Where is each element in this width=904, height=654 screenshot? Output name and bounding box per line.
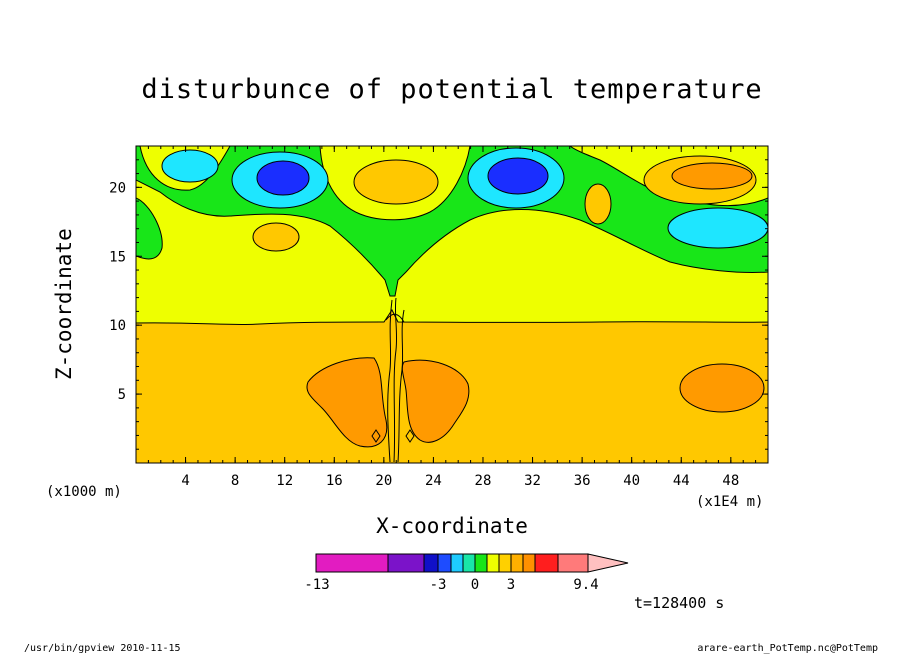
x-tick-label: 8: [231, 473, 239, 489]
field-orange-blob-2: [252, 222, 300, 252]
field-cyan-blob-1: [161, 149, 219, 183]
y-tick-label: 15: [109, 249, 126, 265]
colorbar-tick-label: 9.4: [573, 577, 599, 593]
x-tick-label: 28: [475, 473, 492, 489]
y-tick-label: 5: [118, 387, 126, 403]
colorbar-segment: [437, 553, 452, 573]
colorbar-segment: [534, 553, 559, 573]
field-blue-core-2: [487, 157, 549, 195]
x-tick-label: 48: [722, 473, 739, 489]
field-dark-orange-lobe-far-right: [679, 363, 765, 413]
x-tick-label: 12: [276, 473, 293, 489]
chart-title: disturbunce of potential temperature: [141, 74, 763, 105]
y-tick-label: 20: [109, 180, 126, 196]
colorbar-tick-label: -3: [429, 577, 447, 593]
x-unit-right: (x1E4 m): [696, 494, 764, 510]
footer-left: /usr/bin/gpview 2010-11-15: [24, 643, 181, 654]
field-orange-blob-1: [353, 159, 439, 205]
x-tick-label: 24: [425, 473, 442, 489]
colorbar-segment: [315, 553, 389, 573]
colorbar-segment: [462, 553, 476, 573]
field-green-left: [136, 197, 163, 260]
field-cyan-blob-4: [667, 207, 768, 249]
colorbar-tick-label: -13: [304, 577, 330, 593]
x-axis-label: X-coordinate: [376, 514, 528, 538]
colorbar: [315, 553, 629, 573]
heatmap-field: [136, 146, 768, 463]
x-tick-label: 16: [326, 473, 343, 489]
x-tick-label: 20: [375, 473, 392, 489]
y-ticks: 5 10 15 20: [109, 159, 768, 450]
field-blue-core-1: [256, 160, 310, 196]
colorbar-end-arrow: [587, 553, 629, 573]
x-ticks: 4 8 12 16 20 24 28 32 36 40 44 48: [147, 146, 757, 489]
y-axis-label: Z-coordinate: [52, 228, 76, 380]
colorbar-segment: [387, 553, 425, 573]
y-tick-label: 10: [109, 318, 126, 334]
x-tick-label: 44: [673, 473, 690, 489]
plot-frame: [135, 145, 769, 464]
colorbar-segment: [423, 553, 439, 573]
footer-right: arare-earth_PotTemp.nc@PotTemp: [697, 643, 878, 654]
x-tick-label: 4: [181, 473, 189, 489]
colorbar-segment: [450, 553, 464, 573]
x-unit-left: (x1000 m): [46, 484, 122, 500]
x-tick-label: 36: [574, 473, 591, 489]
colorbar-segment: [486, 553, 500, 573]
time-annotation: t=128400 s: [634, 594, 725, 612]
colorbar-tick-label: 0: [470, 577, 480, 593]
x-tick-label: 32: [524, 473, 541, 489]
colorbar-segment: [522, 553, 536, 573]
colorbar-segment: [498, 553, 512, 573]
colorbar-segment: [510, 553, 524, 573]
colorbar-segment: [474, 553, 488, 573]
field-plume-contours: [385, 297, 405, 463]
colorbar-segment: [557, 553, 589, 573]
field-orange-blob-3: [584, 183, 612, 225]
field-plume-small-marks: [371, 429, 415, 443]
field-dark-orange-lobe-right: [401, 359, 470, 443]
field-dark-orange-lobe-left: [306, 357, 388, 448]
colorbar-tick-label: 3: [506, 577, 516, 593]
field-dark-orange-blob-top: [671, 162, 753, 190]
x-tick-label: 40: [623, 473, 640, 489]
